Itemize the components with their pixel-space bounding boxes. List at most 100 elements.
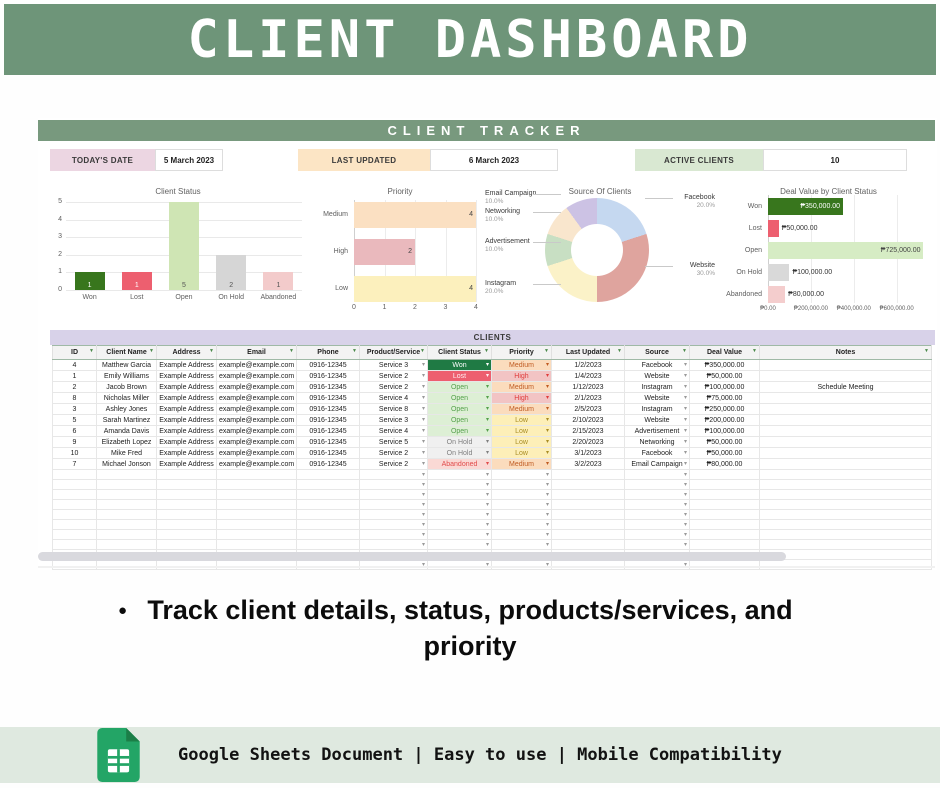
source-cell[interactable]: Advertisement ▾ <box>624 425 690 437</box>
dropdown-icon[interactable]: ▾ <box>683 472 687 478</box>
column-header-client-status[interactable]: Client Status ▼ <box>427 345 492 360</box>
column-header-client-name[interactable]: Client Name ▼ <box>96 345 157 360</box>
status-cell[interactable]: Open ▾ <box>427 403 492 415</box>
dropdown-icon[interactable]: ▾ <box>683 512 687 518</box>
product-cell[interactable]: ▾ <box>359 529 428 540</box>
status-cell[interactable]: ▾ <box>427 509 492 520</box>
product-cell[interactable]: Service 8 ▾ <box>359 403 428 415</box>
dropdown-icon[interactable]: ▾ <box>421 532 425 538</box>
source-cell[interactable]: Instagram ▾ <box>624 403 690 415</box>
source-cell[interactable]: ▾ <box>624 539 690 550</box>
dropdown-icon[interactable]: ▾ <box>683 362 687 368</box>
status-cell[interactable]: ▾ <box>427 559 492 570</box>
source-cell[interactable]: Website ▾ <box>624 370 690 382</box>
dropdown-icon[interactable]: ▾ <box>421 492 425 498</box>
priority-cell[interactable]: Medium ▾ <box>491 359 552 371</box>
dropdown-icon[interactable]: ▾ <box>421 512 425 518</box>
priority-cell[interactable]: Low ▾ <box>491 447 552 459</box>
column-header-notes[interactable]: Notes ▼ <box>759 345 932 360</box>
source-cell[interactable]: ▾ <box>624 509 690 520</box>
dropdown-icon[interactable]: ▾ <box>485 439 489 445</box>
dropdown-icon[interactable]: ▾ <box>683 384 687 390</box>
filter-icon[interactable]: ▼ <box>352 348 357 354</box>
status-cell[interactable]: Open ▾ <box>427 425 492 437</box>
status-cell[interactable]: On Hold ▾ <box>427 436 492 448</box>
status-cell[interactable]: Lost ▾ <box>427 370 492 382</box>
column-header-product-service[interactable]: Product/Service ▼ <box>359 345 428 360</box>
dropdown-icon[interactable]: ▾ <box>485 502 489 508</box>
dropdown-icon[interactable]: ▾ <box>545 542 549 548</box>
dropdown-icon[interactable]: ▾ <box>421 384 425 390</box>
dropdown-icon[interactable]: ▾ <box>683 450 687 456</box>
dropdown-icon[interactable]: ▾ <box>485 395 489 401</box>
product-cell[interactable]: Service 2 ▾ <box>359 381 428 393</box>
column-header-source[interactable]: Source ▼ <box>624 345 690 360</box>
priority-cell[interactable]: ▾ <box>491 559 552 570</box>
dropdown-icon[interactable]: ▾ <box>683 532 687 538</box>
dropdown-icon[interactable]: ▾ <box>545 362 549 368</box>
column-header-id[interactable]: ID ▼ <box>52 345 97 360</box>
filter-icon[interactable]: ▼ <box>149 348 154 354</box>
dropdown-icon[interactable]: ▾ <box>683 373 687 379</box>
dropdown-icon[interactable]: ▾ <box>485 512 489 518</box>
dropdown-icon[interactable]: ▾ <box>545 502 549 508</box>
priority-cell[interactable]: ▾ <box>491 539 552 550</box>
priority-cell[interactable]: ▾ <box>491 489 552 500</box>
column-header-last-updated[interactable]: Last Updated ▼ <box>551 345 625 360</box>
dropdown-icon[interactable]: ▾ <box>545 384 549 390</box>
dropdown-icon[interactable]: ▾ <box>545 373 549 379</box>
priority-cell[interactable]: High ▾ <box>491 392 552 404</box>
filter-icon[interactable]: ▼ <box>924 348 929 354</box>
dropdown-icon[interactable]: ▾ <box>545 492 549 498</box>
product-cell[interactable]: ▾ <box>359 479 428 490</box>
priority-cell[interactable]: High ▾ <box>491 370 552 382</box>
column-header-deal-value[interactable]: Deal Value ▼ <box>689 345 760 360</box>
product-cell[interactable]: Service 2 ▾ <box>359 447 428 459</box>
dropdown-icon[interactable]: ▾ <box>683 439 687 445</box>
status-cell[interactable]: On Hold ▾ <box>427 447 492 459</box>
priority-cell[interactable]: ▾ <box>491 509 552 520</box>
dropdown-icon[interactable]: ▾ <box>545 439 549 445</box>
dropdown-icon[interactable]: ▾ <box>683 417 687 423</box>
status-cell[interactable]: Open ▾ <box>427 392 492 404</box>
dropdown-icon[interactable]: ▾ <box>485 373 489 379</box>
dropdown-icon[interactable]: ▾ <box>421 362 425 368</box>
dropdown-icon[interactable]: ▾ <box>545 461 549 467</box>
dropdown-icon[interactable]: ▾ <box>485 482 489 488</box>
source-cell[interactable]: Instagram ▾ <box>624 381 690 393</box>
dropdown-icon[interactable]: ▾ <box>683 522 687 528</box>
status-cell[interactable]: ▾ <box>427 519 492 530</box>
dropdown-icon[interactable]: ▾ <box>485 562 489 568</box>
filter-icon[interactable]: ▼ <box>617 348 622 354</box>
column-header-priority[interactable]: Priority ▼ <box>491 345 552 360</box>
priority-cell[interactable]: Medium ▾ <box>491 381 552 393</box>
dropdown-icon[interactable]: ▾ <box>683 428 687 434</box>
dropdown-icon[interactable]: ▾ <box>545 482 549 488</box>
dropdown-icon[interactable]: ▾ <box>545 532 549 538</box>
dropdown-icon[interactable]: ▾ <box>485 362 489 368</box>
dropdown-icon[interactable]: ▾ <box>421 417 425 423</box>
filter-icon[interactable]: ▼ <box>420 348 425 354</box>
status-cell[interactable]: Open ▾ <box>427 381 492 393</box>
source-cell[interactable]: ▾ <box>624 529 690 540</box>
dropdown-icon[interactable]: ▾ <box>421 522 425 528</box>
dropdown-icon[interactable]: ▾ <box>421 395 425 401</box>
source-cell[interactable]: ▾ <box>624 469 690 480</box>
source-cell[interactable]: ▾ <box>624 489 690 500</box>
dropdown-icon[interactable]: ▾ <box>421 406 425 412</box>
column-header-phone[interactable]: Phone ▼ <box>296 345 360 360</box>
product-cell[interactable]: ▾ <box>359 489 428 500</box>
dropdown-icon[interactable]: ▾ <box>421 450 425 456</box>
dropdown-icon[interactable]: ▾ <box>545 472 549 478</box>
filter-icon[interactable]: ▼ <box>544 348 549 354</box>
source-cell[interactable]: ▾ <box>624 479 690 490</box>
priority-cell[interactable]: Low ▾ <box>491 436 552 448</box>
dropdown-icon[interactable]: ▾ <box>421 472 425 478</box>
horizontal-scrollbar[interactable] <box>38 552 786 561</box>
product-cell[interactable]: Service 3 ▾ <box>359 414 428 426</box>
dropdown-icon[interactable]: ▾ <box>545 512 549 518</box>
source-cell[interactable]: Facebook ▾ <box>624 359 690 371</box>
product-cell[interactable]: Service 4 ▾ <box>359 425 428 437</box>
dropdown-icon[interactable]: ▾ <box>421 502 425 508</box>
dropdown-icon[interactable]: ▾ <box>545 406 549 412</box>
